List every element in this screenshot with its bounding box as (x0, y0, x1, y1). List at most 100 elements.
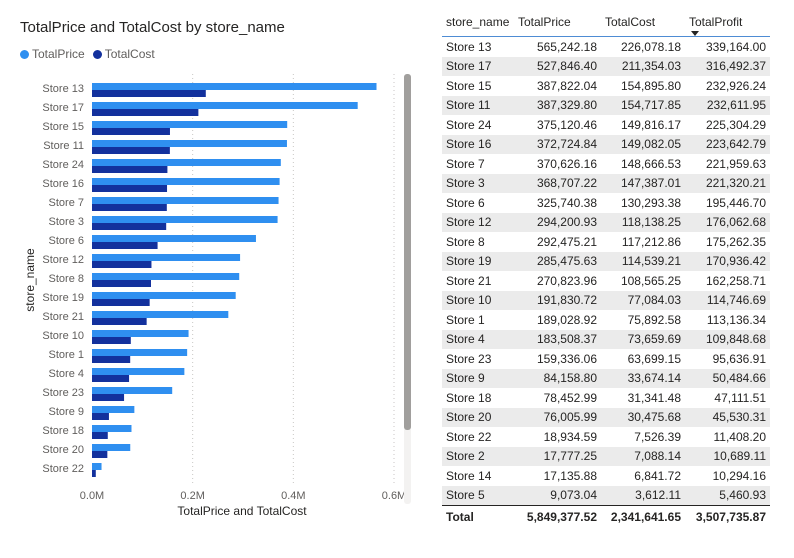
chart-scrollbar-track[interactable] (404, 74, 411, 504)
table-row[interactable]: Store 8 292,475.21 117,212.86 175,262.35 (442, 232, 770, 252)
table-row[interactable]: Store 16 372,724.84 149,082.05 223,642.79 (442, 134, 770, 154)
value-cell: 225,304.29 (685, 115, 770, 135)
value-cell: 45,530.31 (685, 407, 770, 427)
value-cell: 223,642.79 (685, 134, 770, 154)
table-row[interactable]: Store 5 9,073.04 3,612.11 5,460.93 (442, 485, 770, 506)
value-cell: 292,475.21 (514, 232, 601, 252)
column-header-totalprofit[interactable]: TotalProfit (685, 8, 770, 37)
store-name-cell: Store 19 (442, 251, 514, 271)
value-cell: 108,565.25 (601, 271, 685, 291)
store-name-cell: Store 15 (442, 76, 514, 96)
value-cell: 176,062.68 (685, 212, 770, 232)
total-cell: 3,507,735.87 (685, 505, 770, 528)
store-name-cell: Store 1 (442, 310, 514, 330)
chart-title: TotalPrice and TotalCost by store_name (20, 19, 285, 36)
bar-totalcost (92, 413, 109, 420)
table-visual[interactable]: store_name TotalPrice TotalCost TotalPro… (442, 8, 772, 528)
table-row[interactable]: Store 22 18,934.59 7,526.39 11,408.20 (442, 427, 770, 447)
table-row[interactable]: Store 17 527,846.40 211,354.03 316,492.37 (442, 56, 770, 76)
table-row[interactable]: Store 18 78,452.99 31,341.48 47,111.51 (442, 388, 770, 408)
bar-totalprice (92, 368, 185, 375)
bar-totalcost (92, 166, 168, 173)
bar-totalcost (92, 261, 152, 268)
y-tick-label: Store 21 (42, 311, 84, 323)
y-tick-label: Store 11 (43, 140, 84, 152)
value-cell: 154,717.85 (601, 95, 685, 115)
bar-totalcost (92, 128, 170, 135)
table-row[interactable]: Store 7 370,626.16 148,666.53 221,959.63 (442, 154, 770, 174)
value-cell: 285,475.63 (514, 251, 601, 271)
x-tick-label: 0.4M (281, 490, 305, 502)
bar-totalcost (92, 223, 167, 230)
y-tick-label: Store 17 (42, 102, 84, 114)
bar-totalprice (92, 121, 288, 128)
y-tick-label: Store 13 (42, 83, 84, 95)
table-row[interactable]: Store 15 387,822.04 154,895.80 232,926.24 (442, 76, 770, 96)
table-row[interactable]: Store 6 325,740.38 130,293.38 195,446.70 (442, 193, 770, 213)
x-tick-label: 0.0M (80, 490, 104, 502)
table-row[interactable]: Store 23 159,336.06 63,699.15 95,636.91 (442, 349, 770, 369)
chart-scrollbar-thumb[interactable] (404, 74, 411, 430)
table-row[interactable]: Store 14 17,135.88 6,841.72 10,294.16 (442, 466, 770, 486)
store-name-cell: Store 3 (442, 173, 514, 193)
table-row[interactable]: Store 13 565,242.18 226,078.18 339,164.00 (442, 36, 770, 57)
table-row[interactable]: Store 1 189,028.92 75,892.58 113,136.34 (442, 310, 770, 330)
value-cell: 149,816.17 (601, 115, 685, 135)
chart-plot-area: 0.0M 0.2M 0.4M 0.6M Store 13 Store 17 Store 15… (42, 74, 406, 502)
value-cell: 75,892.58 (601, 310, 685, 330)
table-row[interactable]: Store 20 76,005.99 30,475.68 45,530.31 (442, 407, 770, 427)
table-row[interactable]: Store 10 191,830.72 77,084.03 114,746.69 (442, 290, 770, 310)
store-name-cell: Store 13 (442, 36, 514, 57)
value-cell: 221,320.21 (685, 173, 770, 193)
column-header-totalprice[interactable]: TotalPrice (514, 8, 601, 37)
value-cell: 6,841.72 (601, 466, 685, 486)
store-name-cell: Store 6 (442, 193, 514, 213)
legend-item-totalprice[interactable]: TotalPrice (20, 47, 85, 61)
bar-totalprice (92, 406, 135, 413)
value-cell: 95,636.91 (685, 349, 770, 369)
value-cell: 294,200.93 (514, 212, 601, 232)
table-header-row: store_name TotalPrice TotalCost TotalPro… (442, 8, 770, 37)
value-cell: 195,446.70 (685, 193, 770, 213)
table-row[interactable]: Store 21 270,823.96 108,565.25 162,258.71 (442, 271, 770, 291)
y-tick-label: Store 18 (42, 425, 84, 437)
bar-chart-visual[interactable]: TotalPrice and TotalCost by store_name T… (0, 0, 430, 558)
bar-totalcost (92, 109, 199, 116)
value-cell: 18,934.59 (514, 427, 601, 447)
bar-totalprice (92, 216, 278, 223)
value-cell: 113,136.34 (685, 310, 770, 330)
value-cell: 33,674.14 (601, 368, 685, 388)
bar-totalcost (92, 451, 108, 458)
table-row[interactable]: Store 12 294,200.93 118,138.25 176,062.68 (442, 212, 770, 232)
table-row[interactable]: Store 11 387,329.80 154,717.85 232,611.95 (442, 95, 770, 115)
y-tick-label: Store 20 (42, 444, 84, 456)
store-name-cell: Store 5 (442, 485, 514, 506)
table-row[interactable]: Store 3 368,707.22 147,387.01 221,320.21 (442, 173, 770, 193)
bar-totalcost (92, 432, 108, 439)
y-tick-label: Store 22 (42, 463, 84, 475)
table-row[interactable]: Store 19 285,475.63 114,539.21 170,936.42 (442, 251, 770, 271)
value-cell: 114,746.69 (685, 290, 770, 310)
bar-totalprice (92, 311, 229, 318)
table-row[interactable]: Store 24 375,120.46 149,816.17 225,304.29 (442, 115, 770, 135)
column-header-totalcost[interactable]: TotalCost (601, 8, 685, 37)
value-cell: 9,073.04 (514, 485, 601, 506)
x-axis-title: TotalPrice and TotalCost (177, 504, 307, 518)
value-cell: 17,135.88 (514, 466, 601, 486)
legend-label-totalcost: TotalCost (104, 47, 155, 61)
value-cell: 325,740.38 (514, 193, 601, 213)
table-row[interactable]: Store 9 84,158.80 33,674.14 50,484.66 (442, 368, 770, 388)
bar-totalcost (92, 90, 206, 97)
bar-totalcost (92, 337, 131, 344)
table-row[interactable]: Store 4 183,508.37 73,659.69 109,848.68 (442, 329, 770, 349)
legend-item-totalcost[interactable]: TotalCost (92, 47, 155, 61)
value-cell: 7,088.14 (601, 446, 685, 466)
bar-totalprice (92, 387, 173, 394)
table-row[interactable]: Store 2 17,777.25 7,088.14 10,689.11 (442, 446, 770, 466)
column-header-store-name[interactable]: store_name (442, 8, 514, 37)
value-cell: 211,354.03 (601, 56, 685, 76)
store-name-cell: Store 20 (442, 407, 514, 427)
y-tick-label: Store 8 (49, 273, 84, 285)
value-cell: 77,084.03 (601, 290, 685, 310)
y-tick-label: Store 9 (49, 406, 84, 418)
